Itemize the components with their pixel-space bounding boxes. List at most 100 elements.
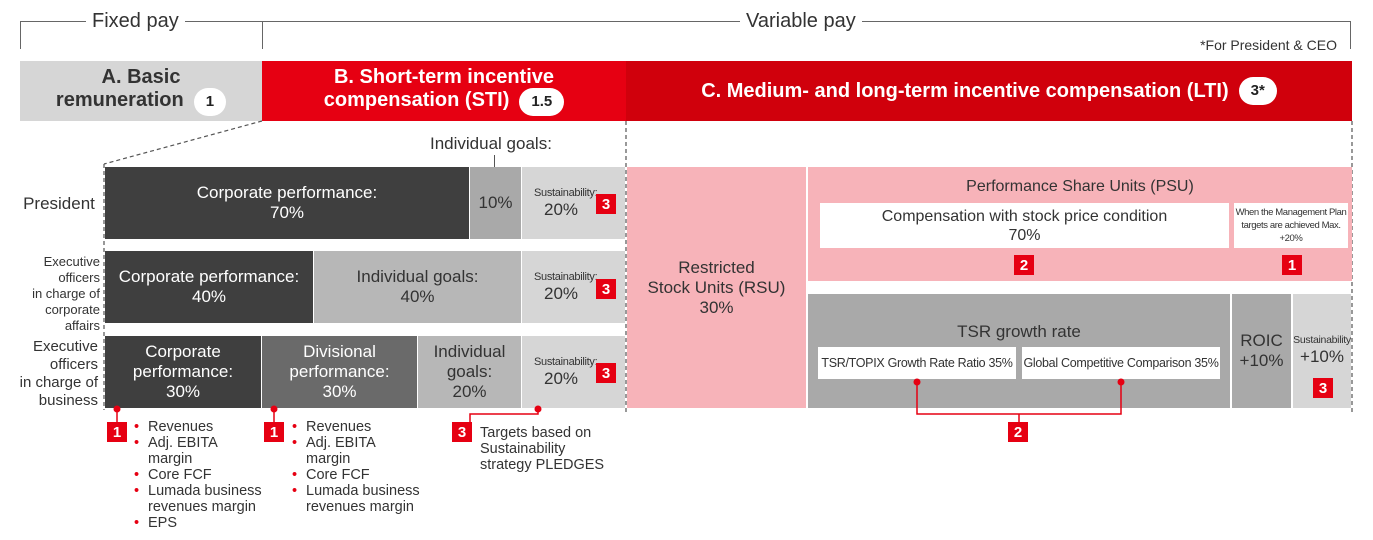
badge-3-president: 3 [596,194,616,214]
business-corporate-pct: 30% [165,382,201,401]
global-comparison-label: Global Competitive Comparison 35% [1023,356,1219,370]
divisional-kpi-list: Revenues Adj. EBITA margin Core FCF Luma… [290,419,450,515]
variable-pay-label: Variable pay [740,10,862,33]
tsr-topix-box: TSR/TOPIX Growth Rate Ratio 35% [818,347,1016,379]
div-kpi-lumada-cont: revenues margin [306,499,414,515]
business-divisional-l2: performance: [289,362,390,381]
president-corporate-label: Corporate performance: [196,183,378,202]
targets-l1: Targets based on [480,425,592,441]
business-divisional-pct: 30% [322,382,357,401]
corp-kpi-ebita: Adj. EBITA [132,435,292,451]
corp-kpi-ebita-cont: margin [148,451,193,467]
badge-1-psu: 1 [1282,255,1302,275]
individual-goals-pointer [494,155,495,173]
basic-remuneration-header: A. Basic remuneration 1 [20,61,262,121]
mgmt-plan-l1: When the Management Plan [1235,207,1347,218]
pay-divider [262,21,263,49]
ca-individual-pct: 40% [400,287,435,306]
stock-price-condition-box: Compensation with stock price condition … [820,203,1229,248]
management-plan-box: When the Management Plan targets are ach… [1234,203,1348,248]
fixed-pay-label: Fixed pay [86,10,185,33]
ca-sustainability-label: Sustainability: [534,270,598,283]
tsr-title: TSR growth rate [957,322,1081,341]
badge-3-lti: 3 [1313,378,1333,398]
ca-sustainability-pct: 20% [544,283,579,303]
business-corporate-performance: Corporate performance: 30% [105,336,261,408]
roic-l1: ROIC [1240,331,1283,350]
badge-2-psu: 2 [1014,255,1034,275]
basic-remuneration-line2: remuneration [55,89,184,111]
business-individual-pct: 20% [452,382,487,401]
president-corporate-pct: 70% [269,203,305,222]
stock-price-l1: Compensation with stock price condition [881,207,1168,225]
rsu-l1: Restricted [678,257,755,277]
business-individual-goals: Individual goals: 20% [418,336,521,408]
rsu-pct: 30% [699,297,734,317]
row-label-president: President [23,194,95,213]
div-kpi-lumada: Lumada business [290,483,450,499]
fixed-pay-bracket-top [20,21,1350,22]
sti-line1: B. Short-term incentive [333,66,555,88]
corp-kpi-lumada: Lumada business [132,483,292,499]
row-label-corporate-affairs: Executive officers in charge of corporat… [8,254,100,334]
row-label-ca-3: in charge of [32,286,100,301]
business-divisional-l1: Divisional [303,342,376,361]
row-label-b-3: in charge of [19,374,98,391]
corp-kpi-fcf: Core FCF [132,467,292,483]
row-label-ca-1: Executive [43,254,100,269]
badge-3-corp-affairs: 3 [596,279,616,299]
sti-header: B. Short-term incentive compensation (ST… [262,61,626,121]
row-label-ca-4: corporate affairs [45,302,100,333]
div-kpi-ebita: Adj. EBITA [290,435,450,451]
targets-l2: Sustainability [480,441,566,457]
psu-title: Performance Share Units (PSU) [966,178,1194,195]
tsr-topix-label: TSR/TOPIX Growth Rate Ratio 35% [821,356,1013,370]
lti-label: C. Medium- and long-term incentive compe… [701,80,1229,102]
business-corporate-l1: Corporate [145,342,221,361]
corp-kpi-lumada-cont: revenues margin [148,499,256,515]
badge-2-tsr: 2 [1008,422,1028,442]
rsu-l2: Stock Units (RSU) [647,277,786,297]
individual-goals-top-label: Individual goals: [430,134,552,153]
div-kpi-ebita-cont: margin [306,451,351,467]
ca-corporate-pct: 40% [191,287,227,306]
stock-price-pct: 70% [1008,226,1041,244]
variable-pay-bracket-right [1350,21,1351,49]
row-label-b-4: business [38,392,98,409]
targets-l3: strategy PLEDGES [480,457,605,473]
president-corporate-performance: Corporate performance: 70% [105,167,469,239]
ca-individual-label: Individual goals: [356,267,479,286]
badge-3-business: 3 [596,363,616,383]
business-sustainability-label: Sustainability: [534,355,598,368]
ca-corporate-performance: Corporate performance: 40% [105,251,313,323]
business-individual-l2: goals: [446,362,493,381]
corp-kpi-revenues: Revenues [132,419,292,435]
business-corporate-l2: performance: [132,362,234,381]
roic-box: ROIC +10% [1232,294,1291,408]
row-label-business: Executive officers in charge of business [6,338,98,410]
lti-sust-l2: +10% [1300,347,1344,366]
fixed-pay-bracket-left [20,21,21,49]
sti-ratio-pill: 1.5 [519,88,565,116]
row-label-ca-2: officers [58,270,100,285]
row-label-b-2: officers [49,356,98,373]
corporate-kpi-list: Revenues Adj. EBITA margin Core FCF Luma… [132,419,292,531]
badge-1-corporate: 1 [107,422,127,442]
sustainability-targets-note: Targets based on Sustainability strategy… [480,425,604,473]
business-divisional-performance: Divisional performance: 30% [262,336,417,408]
badge-1-divisional: 1 [264,422,284,442]
business-individual-l1: Individual [433,342,506,361]
basic-remuneration-line1: A. Basic [101,66,181,88]
rsu-box: Restricted Stock Units (RSU) 30% [627,167,806,408]
president-sustainability-label: Sustainability: [534,186,598,199]
basic-ratio-pill: 1 [193,88,227,116]
global-comparison-box: Global Competitive Comparison 35% [1022,347,1220,379]
badge-3-targets: 3 [452,422,472,442]
lti-header: C. Medium- and long-term incentive compe… [626,61,1352,121]
business-sustainability-pct: 20% [544,368,579,388]
ca-individual-goals: Individual goals: 40% [314,251,521,323]
lti-ratio-pill: 3* [1238,77,1277,105]
president-individual-goals: 10% [470,167,521,239]
roic-l2: +10% [1239,351,1284,370]
president-sustainability-pct: 20% [544,199,579,219]
